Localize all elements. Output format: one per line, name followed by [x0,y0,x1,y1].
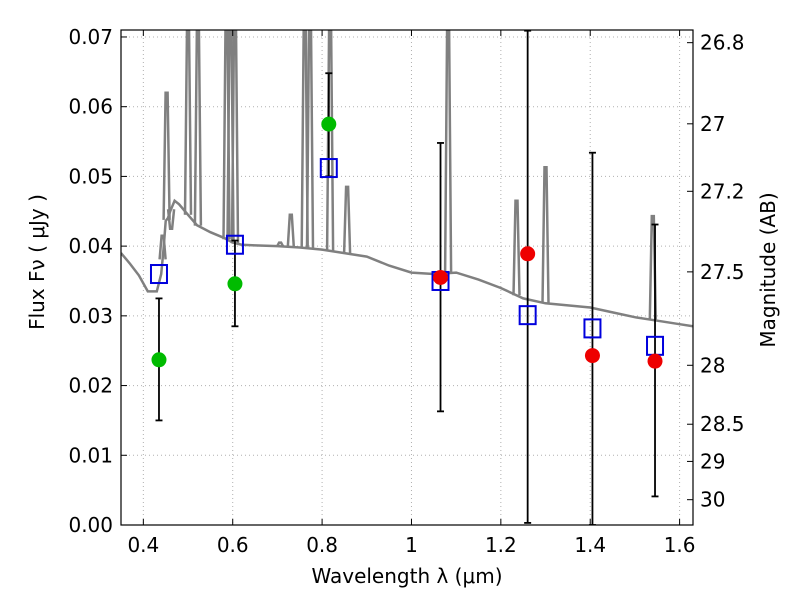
emission-line-1 [162,91,171,220]
y-tick-label-3: 0.03 [68,304,113,328]
y2-tick-label-0: 26.8 [700,31,745,55]
emission-line-13 [342,185,352,254]
model-flux-square-5 [583,318,602,339]
y-tick-label-2: 0.02 [68,374,113,398]
y2-tick-label-6: 29 [700,449,725,473]
y-tick-label-7: 0.07 [68,25,113,49]
nir-flux-point-2 [584,348,600,364]
y2-tick-label-7: 30 [700,488,725,512]
y2-tick-label-3: 27.5 [700,260,745,284]
model-flux-square-0 [149,264,168,285]
axes-ticks: 0.4 0.6 0.8 1 1.2 1.4 1.6 0.00 0.01 0.02 0.03 0.04 0… [68,25,744,557]
y2-tick-label-2: 27.2 [700,179,745,203]
emission-line-8 [276,241,285,247]
y2-tick-label-5: 28.5 [700,412,745,436]
y-axis-label: Flux Fν ( μJy ) [25,194,49,330]
model-flux-square-1 [225,234,244,255]
x-tick-label-5: 1.4 [574,533,606,557]
model-flux-square-2 [319,158,338,179]
emission-line-10 [300,30,309,249]
x-tick-label-2: 0.8 [306,533,338,557]
plot-area [121,30,693,525]
emission-line-0 [158,234,167,260]
x-tick-label-3: 1 [405,533,418,557]
x-tick-label-6: 1.6 [664,533,696,557]
model-flux-square-4 [518,305,537,326]
y-tick-label-0: 0.00 [68,513,113,537]
y-tick-label-6: 0.06 [68,95,113,119]
y-tick-label-4: 0.04 [68,234,113,258]
x-tick-label-1: 0.6 [217,533,249,557]
nir-flux-point-3 [647,353,663,369]
y2-tick-label-4: 28 [700,353,725,377]
emission-line-16 [541,166,550,304]
nir-flux-point-0 [433,270,449,285]
y2-tick-label-1: 27 [700,112,725,136]
emission-line-3 [183,30,193,215]
x-tick-label-0: 0.4 [127,533,159,557]
optical-flux-point-0 [151,352,167,368]
x-tick-label-4: 1.2 [485,533,517,557]
emission-line-11 [305,30,315,249]
y-tick-label-1: 0.01 [68,443,113,467]
emission-line-14 [443,30,453,274]
plot-frame [120,29,694,526]
nir-flux-point-1 [520,246,536,262]
emission-line-4 [193,30,203,226]
emission-line-15 [512,199,521,296]
optical-flux-point-2 [321,116,337,132]
x-axis-label: Wavelength λ (μm) [311,564,502,588]
y-tick-label-5: 0.05 [68,164,113,188]
y2-axis-label: Magnitude (AB) [756,192,780,347]
emission-line-2 [166,209,176,230]
emission-line-9 [286,213,296,248]
emission-line-7 [230,30,240,244]
optical-flux-point-1 [227,276,243,292]
